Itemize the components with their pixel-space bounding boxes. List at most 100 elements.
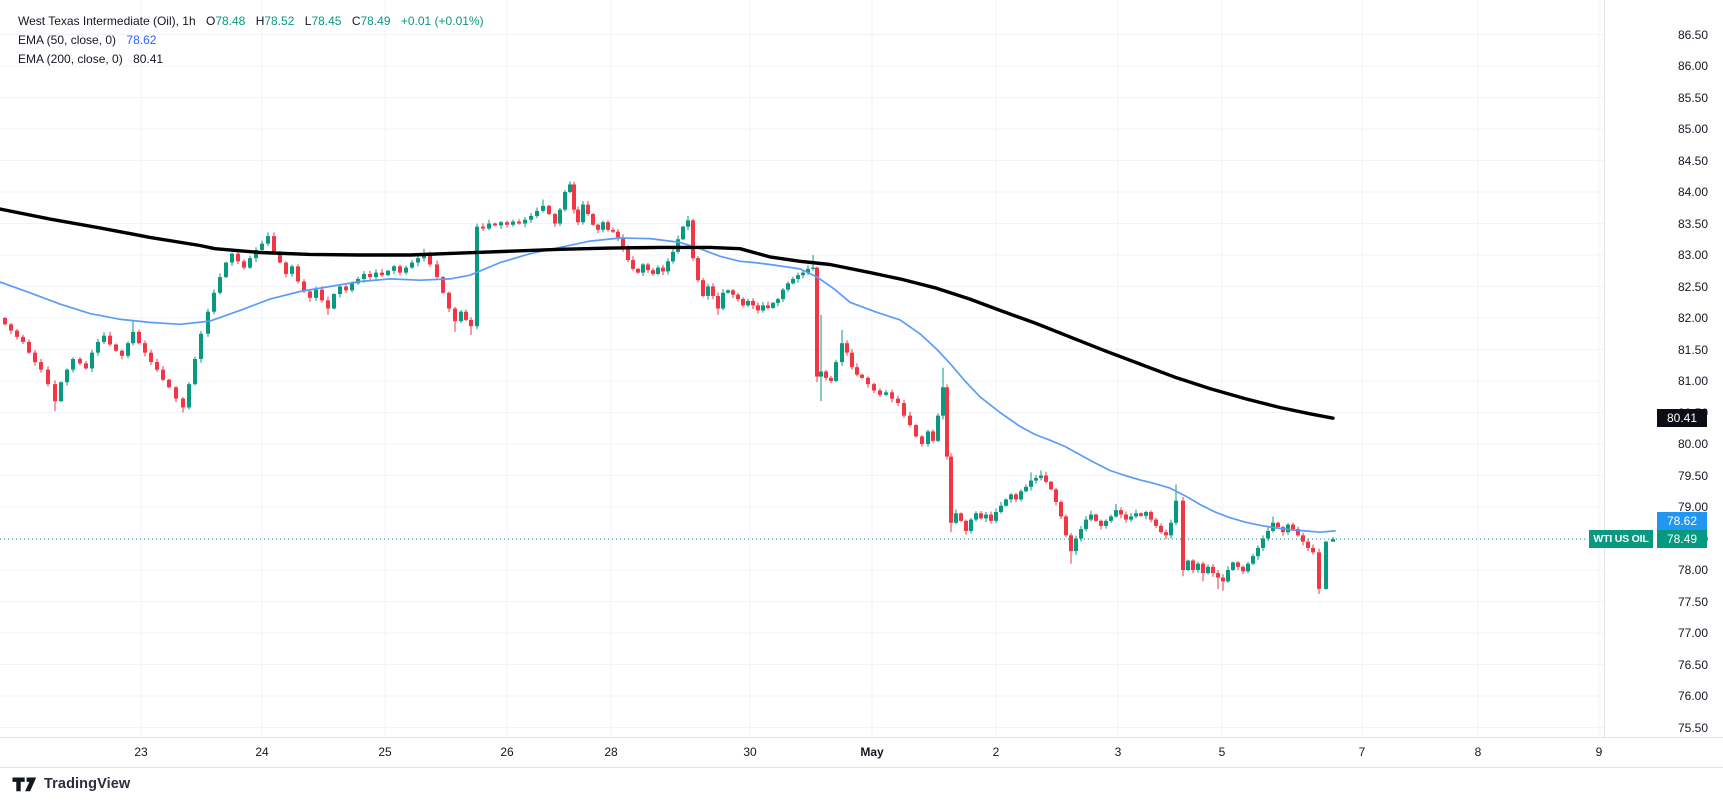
candle xyxy=(33,349,37,366)
price-axis-label: 86.00 xyxy=(1677,59,1708,73)
candle xyxy=(949,453,953,533)
candle xyxy=(1079,525,1083,542)
candle xyxy=(936,413,940,443)
candle xyxy=(487,219,491,231)
low-value: 78.45 xyxy=(311,14,342,28)
candle xyxy=(945,384,949,460)
price-axis-label: 84.00 xyxy=(1677,185,1708,199)
candle xyxy=(1039,470,1043,481)
candle xyxy=(931,429,935,443)
candle xyxy=(1009,493,1013,503)
candle xyxy=(920,435,924,447)
candle xyxy=(791,276,795,285)
candle xyxy=(651,268,655,276)
candle xyxy=(1261,535,1265,552)
candle xyxy=(1211,564,1215,577)
candle xyxy=(71,357,75,373)
candle xyxy=(475,223,479,330)
candle xyxy=(1281,525,1285,536)
candle xyxy=(65,368,69,386)
change-value: +0.01 (+0.01%) xyxy=(400,14,484,28)
candle xyxy=(1276,521,1280,529)
candle xyxy=(926,429,930,447)
candle xyxy=(499,220,503,229)
candle xyxy=(236,252,240,265)
candle xyxy=(1159,523,1163,534)
candle xyxy=(969,517,973,534)
candle xyxy=(39,359,43,373)
candle xyxy=(326,296,330,315)
price-axis-label: 86.50 xyxy=(1677,27,1708,42)
candle xyxy=(761,301,765,313)
candle xyxy=(174,386,178,403)
candle xyxy=(601,220,605,233)
candle xyxy=(1311,544,1315,555)
candle xyxy=(404,265,408,275)
candle xyxy=(1034,474,1038,484)
candle xyxy=(1084,516,1088,532)
candle xyxy=(137,329,141,345)
candle xyxy=(716,292,720,315)
price-scale[interactable]: 86.50 86.00 85.50 85.00 84.50 84.00 83.50 83.00… xyxy=(1604,0,1723,737)
candle xyxy=(114,343,118,352)
time-axis-label: May xyxy=(860,745,884,759)
candle xyxy=(701,277,705,298)
candle xyxy=(296,264,300,284)
chart-pane[interactable] xyxy=(0,0,1603,737)
symbol-title: West Texas Intermediate (Oil), 1h xyxy=(18,14,196,28)
ema200-price-label: 80.41 xyxy=(1657,409,1707,428)
candle xyxy=(459,309,463,324)
candle xyxy=(368,270,372,281)
candle xyxy=(392,265,396,275)
time-scale[interactable]: 23 24 25 26 28 30 May 2 3 5 7 8 9 xyxy=(0,737,1723,768)
close-value: 78.49 xyxy=(360,14,391,28)
open-label: O xyxy=(205,14,216,28)
candle xyxy=(1296,526,1300,537)
candle xyxy=(781,287,785,302)
candle xyxy=(1014,492,1018,503)
candle xyxy=(596,223,600,234)
candle xyxy=(84,360,88,370)
candle xyxy=(576,206,580,226)
candle xyxy=(829,375,833,384)
candle xyxy=(1024,484,1028,493)
candle xyxy=(21,334,25,344)
candle xyxy=(1331,537,1335,542)
candle xyxy=(896,395,900,407)
ema50-price-label: 78.62 xyxy=(1657,512,1707,531)
candle xyxy=(187,382,191,410)
candle xyxy=(447,291,451,312)
candle xyxy=(824,369,828,381)
candle xyxy=(850,349,854,370)
price-axis-label: 83.50 xyxy=(1677,216,1708,231)
candle xyxy=(999,501,1003,514)
symbol-legend-row[interactable]: West Texas Intermediate (Oil), 1h O78.48… xyxy=(18,12,484,31)
candle xyxy=(1114,503,1118,518)
candle xyxy=(481,223,485,231)
candle xyxy=(553,212,557,227)
candle xyxy=(878,388,882,397)
candle xyxy=(149,349,153,366)
ema50-legend-row[interactable]: EMA (50, close, 0) 78.62 xyxy=(18,31,484,50)
candle xyxy=(631,256,635,271)
candle xyxy=(1029,472,1033,491)
candle xyxy=(320,286,324,303)
candle xyxy=(671,248,675,264)
candle xyxy=(641,263,645,277)
candle xyxy=(386,269,390,277)
candle xyxy=(410,260,414,269)
ema200-legend-row[interactable]: EMA (200, close, 0) 80.41 xyxy=(18,50,484,69)
candle xyxy=(606,220,610,232)
candle xyxy=(505,220,509,228)
candle xyxy=(954,509,958,525)
candle xyxy=(766,301,770,310)
candle xyxy=(248,255,252,269)
candle xyxy=(964,519,968,535)
candle xyxy=(284,261,288,278)
candle xyxy=(1019,489,1023,502)
candle xyxy=(586,200,590,216)
candle xyxy=(53,380,57,412)
candle xyxy=(696,256,700,283)
tradingview-logo[interactable]: TradingView xyxy=(12,771,130,797)
candle xyxy=(994,508,998,524)
